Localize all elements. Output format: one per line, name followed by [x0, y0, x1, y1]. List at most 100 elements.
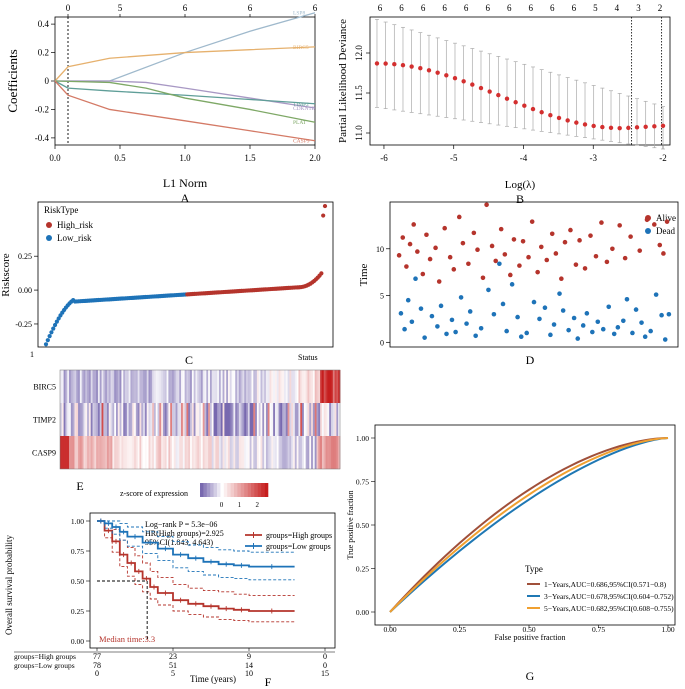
panel-e-cell [274, 370, 278, 403]
panel-e-cell [157, 436, 160, 469]
panel-e-cell [246, 436, 249, 469]
panel-d-alive-point [664, 219, 670, 224]
panel-d-dead-point [633, 307, 639, 312]
panel-e-cell [88, 436, 92, 469]
panel-d-alive-point [447, 254, 453, 260]
panel-e-cell [177, 403, 180, 436]
panel-e-cell [128, 370, 131, 403]
panel-e-cell [90, 403, 93, 436]
panel-e-cell [87, 436, 90, 469]
panel-d-alive-point [549, 231, 555, 237]
panel-e-cell [181, 403, 184, 436]
panel-d-alive-point [411, 222, 416, 227]
panel-e-cell [70, 436, 74, 469]
panel-e-cell [161, 403, 164, 436]
panel-e-cell [273, 403, 276, 436]
panel-e-cell [94, 370, 97, 403]
panel-e-cell [88, 370, 92, 403]
panel-e-cell [152, 370, 155, 403]
panel-d-dead-point [444, 331, 449, 337]
panel-e-cell [148, 403, 151, 436]
panel-e-cell [105, 370, 108, 403]
panel-e-cell [200, 370, 204, 403]
panel-e-cell [224, 370, 227, 403]
panel-e-cell [132, 403, 135, 436]
panel-e-colorbar-cell [230, 483, 235, 497]
panel-d-legend-dead: Dead [656, 226, 675, 236]
panel-d-dead-point [497, 261, 502, 267]
panel-d-dead-point [449, 317, 455, 323]
panel-e-heatmap: z-score of expression E BIRC5 TIMP2 CASP9 0… [32, 369, 341, 509]
panel-e-cell [199, 436, 202, 469]
panel-b-top-tick-label: 6 [464, 3, 469, 13]
panel-e-cell [108, 403, 111, 436]
panel-e-cell [155, 436, 158, 469]
panel-e-cell [284, 403, 287, 436]
panel-b-top-tick-label: 6 [421, 3, 426, 13]
panel-a-xtick-label: 0.0 [49, 153, 61, 163]
panel-e-cell [166, 370, 169, 403]
panel-c-legend-high-dot [46, 222, 52, 228]
panel-e-frame [59, 369, 341, 470]
panel-e-cell [237, 436, 240, 469]
panel-e-cell [108, 436, 111, 469]
panel-e-cell [273, 370, 276, 403]
panel-e-cell [74, 436, 77, 469]
panel-e-cell [211, 403, 214, 436]
panel-e-cell [271, 370, 274, 403]
panel-e-cell [312, 370, 316, 403]
panel-e-cell [289, 436, 292, 469]
panel-b-point [418, 66, 423, 71]
panel-e-cell [67, 370, 70, 403]
panel-e-cell [144, 436, 148, 469]
panel-e-cell [235, 370, 238, 403]
panel-e-cell [153, 370, 157, 403]
panel-e-cell [204, 370, 207, 403]
panel-e-cell [289, 403, 292, 436]
panel-e-cell [213, 370, 216, 403]
panel-e-cell [323, 436, 326, 469]
panel-e-cell [285, 403, 289, 436]
panel-f-legend-high: groups=High groups [266, 531, 332, 540]
panel-e-cell [287, 436, 290, 469]
panel-a-top-tick-label: 5 [118, 3, 123, 13]
panel-e-colorbar-cell [237, 483, 242, 497]
panel-e-cell [332, 370, 335, 403]
panel-e-cell [215, 436, 218, 469]
panel-e-cell [213, 403, 216, 436]
panel-e-cell [240, 403, 243, 436]
panel-d-alive-point [535, 269, 540, 275]
panel-e-cell [296, 370, 299, 403]
panel-d-dead-point [580, 323, 586, 328]
panel-d-dead-point [422, 335, 427, 340]
panel-f-high-ci-lower [97, 520, 295, 623]
panel-e-cell [334, 403, 337, 436]
panel-e-cell [170, 403, 173, 436]
panel-b-point [600, 124, 605, 130]
panel-f-low-ci-upper [97, 520, 295, 553]
panel-e-cell [117, 436, 121, 469]
panel-c-point [56, 316, 61, 321]
panel-e-label: E [76, 479, 83, 493]
panel-e-colorbar-cell [251, 483, 255, 497]
panel-d-alive-point [493, 258, 499, 264]
panel-e-colorbar-tick: 2 [256, 501, 260, 509]
panel-e-cell [280, 403, 283, 436]
panel-e-cell [159, 403, 162, 436]
panel-e-cell [63, 436, 66, 469]
panel-e-colorbar-cell [261, 483, 265, 497]
panel-e-cell [229, 403, 233, 436]
panel-d-alive-point [599, 220, 604, 225]
panel-e-cell [130, 370, 133, 403]
panel-e-cell [146, 370, 149, 403]
panel-f-frame [89, 512, 336, 649]
panel-d-alive-point [424, 232, 429, 238]
panel-e-cell [305, 370, 308, 403]
panel-e-cell [303, 436, 307, 469]
panel-e-cell [166, 436, 169, 469]
panel-e-colorbar-tick: 1 [238, 501, 242, 509]
panel-e-cell [88, 403, 92, 436]
panel-e-cell [179, 370, 182, 403]
panel-e-cell [271, 436, 274, 469]
panel-e-cell [325, 370, 328, 403]
